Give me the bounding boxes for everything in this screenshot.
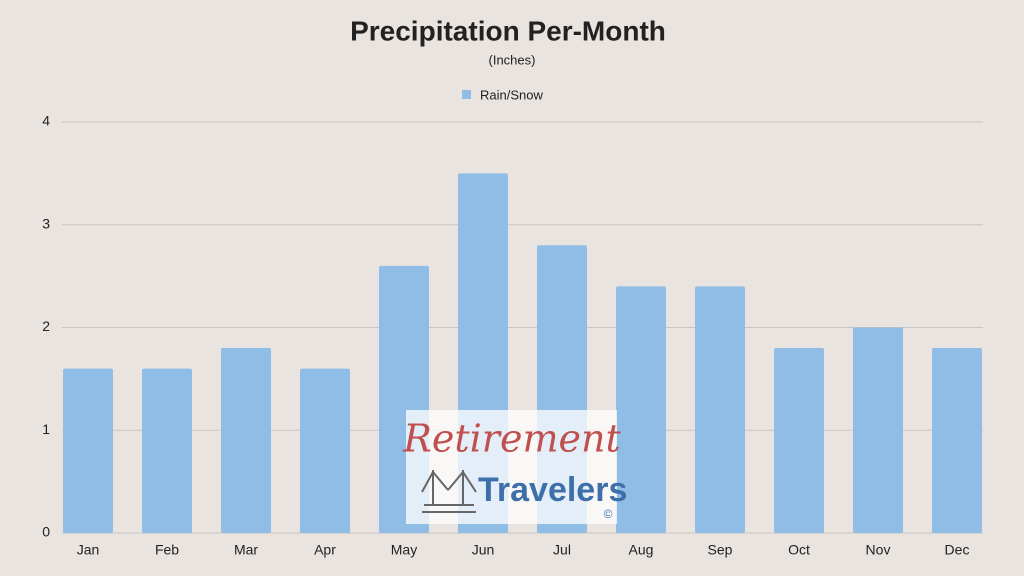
x-tick-label: May <box>391 542 417 558</box>
watermark-symbol: © <box>604 507 613 521</box>
legend-label: Rain/Snow <box>480 87 543 102</box>
bar <box>932 348 982 533</box>
bridge-stroke <box>432 471 449 491</box>
chart-title: Precipitation Per-Month <box>350 15 666 46</box>
x-tick-label: Jan <box>77 542 100 558</box>
x-tick-label: Oct <box>788 542 810 558</box>
x-tick-label: Nov <box>866 542 891 558</box>
x-tick-label: Dec <box>945 542 970 558</box>
x-tick-label: Feb <box>155 542 179 558</box>
bar <box>853 327 903 533</box>
bridge-stroke <box>462 471 477 493</box>
bar <box>300 368 350 533</box>
watermark-line1: Retirement <box>402 417 621 461</box>
x-tick-label: Mar <box>234 542 258 558</box>
y-tick-label: 4 <box>42 113 50 129</box>
bar <box>63 368 113 533</box>
x-tick-label: Aug <box>629 542 654 558</box>
y-tick-label: 1 <box>42 421 50 437</box>
bridge-icon <box>421 470 477 513</box>
bridge-stroke <box>447 471 464 491</box>
bridge-stroke <box>421 471 434 493</box>
bar <box>774 348 824 533</box>
legend-swatch <box>462 90 471 99</box>
bar <box>142 368 192 533</box>
x-tick-label: Apr <box>314 542 336 558</box>
x-tick-label: Jul <box>553 542 571 558</box>
bar <box>221 348 271 533</box>
bar <box>695 286 745 533</box>
bar <box>616 286 666 533</box>
x-tick-label: Sep <box>708 542 733 558</box>
chart-subtitle: (Inches) <box>489 52 536 67</box>
y-tick-label: 2 <box>42 318 50 334</box>
y-tick-label: 0 <box>42 524 50 540</box>
y-tick-label: 3 <box>42 215 50 231</box>
x-tick-label: Jun <box>472 542 495 558</box>
watermark-line2: Travelers <box>478 471 627 509</box>
